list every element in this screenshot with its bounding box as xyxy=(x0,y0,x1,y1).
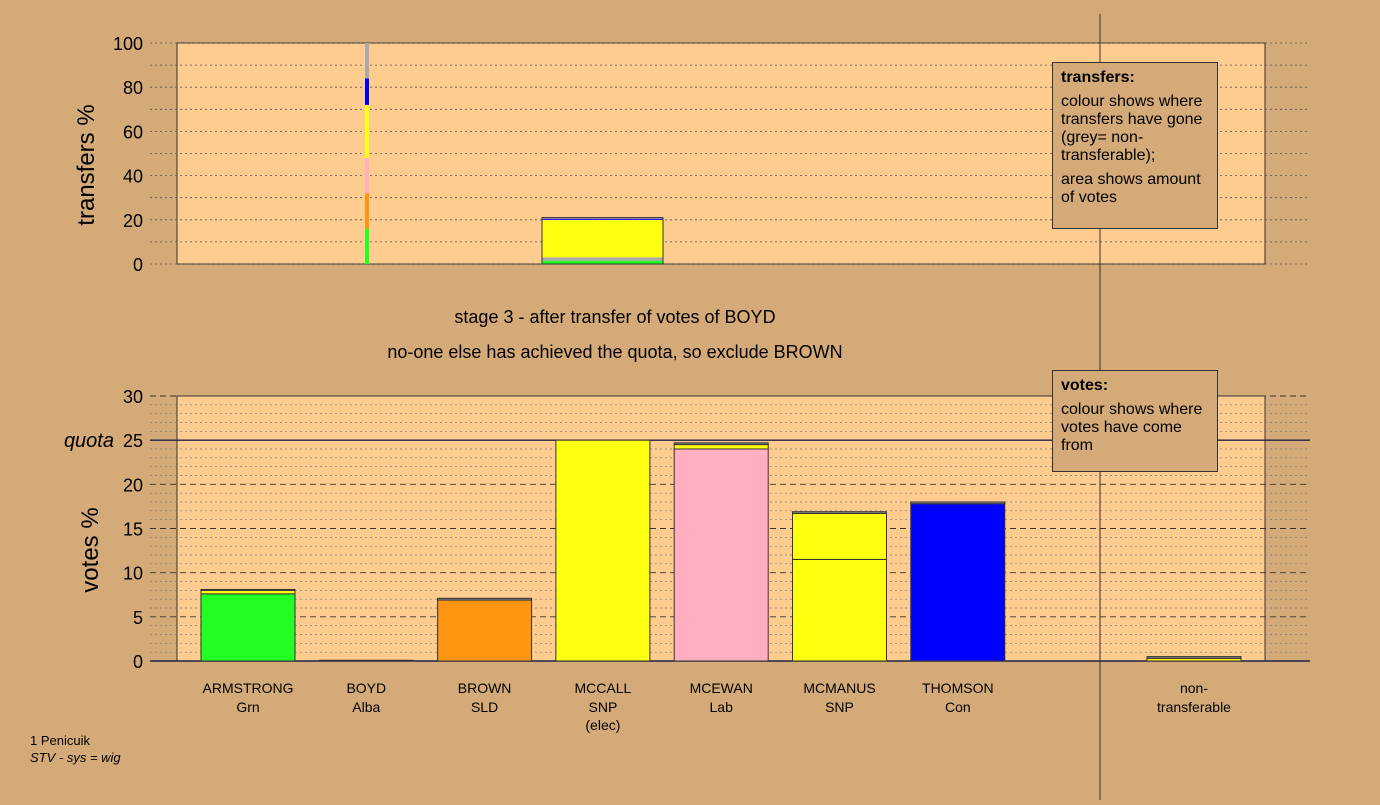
votes-legend-title: votes: xyxy=(1061,377,1109,394)
transfers-y-tick-label: 80 xyxy=(123,78,143,98)
votes-y-tick-label: 0 xyxy=(133,652,143,672)
votes-y-tick-label: 20 xyxy=(123,475,143,495)
vote-bar-segment xyxy=(910,503,1006,662)
candidate-party-label: Grn xyxy=(236,699,259,715)
transfers-y-tick-label: 0 xyxy=(133,255,143,275)
vote-bar-segment xyxy=(437,599,533,662)
transfer-block-segment xyxy=(542,218,663,220)
transfers-legend-line2: area shows amount of votes xyxy=(1061,171,1201,206)
candidate-name-label: ARMSTRONG xyxy=(203,680,294,696)
vote-bar-segment xyxy=(673,444,769,450)
transfer-source-segment xyxy=(365,104,369,158)
vote-bar-segment xyxy=(792,558,887,662)
candidate-name-label: MCCALL xyxy=(575,680,632,696)
candidate-note-label: (elec) xyxy=(585,717,620,733)
transfer-source-segment xyxy=(365,193,369,229)
vote-bar-segment xyxy=(673,442,769,446)
candidate-party-label: SNP xyxy=(589,699,618,715)
transfers-y-tick-label: 60 xyxy=(123,122,143,142)
transfers-y-tick-label: 40 xyxy=(123,167,143,187)
action-heading: no-one else has achieved the quota, so e… xyxy=(387,342,842,362)
candidate-party-label: Alba xyxy=(352,699,380,715)
votes-y-tick-label: 25 xyxy=(123,431,143,451)
votes-legend: votes: colour shows where votes have com… xyxy=(1052,370,1218,472)
vote-bar-segment xyxy=(792,512,887,560)
votes-y-tick-label: 15 xyxy=(123,520,143,540)
vote-bar-segment xyxy=(673,448,769,662)
candidate-name-label: MCMANUS xyxy=(803,680,875,696)
transfer-block-segment xyxy=(542,217,663,219)
transfer-block-segment xyxy=(542,260,663,264)
votes-y-tick-label: 5 xyxy=(133,608,143,628)
votes-y-tick-label: 30 xyxy=(123,387,143,407)
transfer-source-segment xyxy=(365,228,369,264)
transfer-source-segment xyxy=(365,78,369,105)
candidate-name-label: MCEWAN xyxy=(690,680,753,696)
nontransferable-bar-segment xyxy=(1146,656,1242,659)
vote-bar-segment xyxy=(792,511,887,514)
candidate-name-label: THOMSON xyxy=(922,680,994,696)
candidate-party-label: Lab xyxy=(710,699,734,715)
transfer-source-segment xyxy=(365,157,369,194)
transfers-y-tick-label: 20 xyxy=(123,211,143,231)
transfer-block-outline xyxy=(541,217,664,265)
vote-bar-segment xyxy=(437,597,533,601)
transfers-legend-title: transfers: xyxy=(1061,69,1135,86)
nontransferable-label-top: non- xyxy=(1180,680,1208,696)
transfers-y-tick-label: 100 xyxy=(113,34,143,54)
transfers-y-axis-label: transfers % xyxy=(73,104,100,225)
candidate-party-label: Con xyxy=(945,699,971,715)
vote-bar-segment xyxy=(200,588,296,591)
vote-bar-segment xyxy=(200,593,296,662)
quota-label: quota xyxy=(64,430,114,452)
candidate-name-label: BOYD xyxy=(346,680,386,696)
vote-bar-segment xyxy=(200,589,296,595)
transfer-block-segment xyxy=(542,219,663,258)
vote-bar-segment xyxy=(910,501,1006,505)
transfers-legend: transfers: colour shows where transfers … xyxy=(1052,62,1218,229)
votes-y-axis-label: votes % xyxy=(77,507,104,592)
candidate-party-label: SNP xyxy=(825,699,854,715)
votes-legend-line1: colour shows where votes have come from xyxy=(1061,401,1203,454)
ward-label: 1 Penicuik xyxy=(30,733,90,748)
transfers-legend-line1: colour shows where transfers have gone (… xyxy=(1061,93,1203,164)
vote-bar-segment xyxy=(555,439,651,662)
candidate-party-label: SLD xyxy=(471,699,498,715)
stage-heading: stage 3 - after transfer of votes of BOY… xyxy=(454,307,775,327)
system-label: STV - sys = wig xyxy=(30,750,121,765)
footer: 1 Penicuik STV - sys = wig xyxy=(30,732,121,766)
votes-y-tick-label: 10 xyxy=(123,564,143,584)
transfer-source-segment xyxy=(365,43,369,79)
candidate-name-label: BROWN xyxy=(458,680,512,696)
transfer-block-segment xyxy=(542,257,663,261)
nontransferable-label-bottom: transferable xyxy=(1157,699,1231,715)
